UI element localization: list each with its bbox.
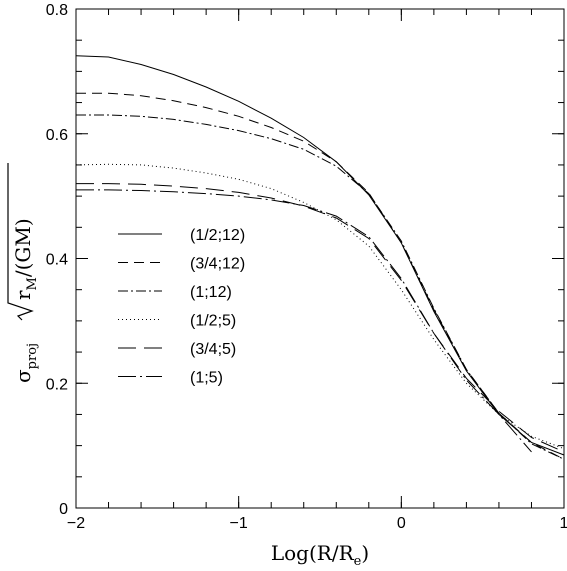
legend-label: (3/4;5) bbox=[190, 341, 236, 358]
sqrt-sign bbox=[7, 163, 34, 321]
x-tick-label: 0 bbox=[397, 515, 406, 532]
axis-ticks: −2 −1 0 1 0 0.2 0.4 0.6 0.8 bbox=[46, 2, 567, 532]
x-axis-label: Log(R/Re) bbox=[271, 541, 369, 569]
series-lines bbox=[75, 55, 565, 460]
series-line-6 bbox=[76, 189, 532, 453]
series-line-1 bbox=[75, 55, 565, 456]
y-tick-label: 0.2 bbox=[46, 376, 68, 393]
y-tick-label: 0 bbox=[59, 501, 68, 518]
x-tick-label: −1 bbox=[230, 515, 248, 532]
legend-label: (1/2;5) bbox=[190, 313, 236, 330]
series-line-5 bbox=[76, 183, 565, 453]
y-axis-sigma: σproj bbox=[11, 343, 40, 383]
legend-label: (1/2;12) bbox=[190, 227, 245, 244]
y-axis-label: σproj rM/(GM) bbox=[7, 163, 40, 383]
y-tick-label: 0.6 bbox=[46, 127, 68, 144]
y-tick-label: 0.8 bbox=[46, 2, 68, 19]
y-tick-label: 0.4 bbox=[46, 252, 68, 269]
legend: (1/2;12) (3/4;12) (1;12) (1/2;5) (3/4;5) (1;5… bbox=[118, 227, 245, 387]
x-tick-label: 1 bbox=[560, 515, 567, 532]
legend-label: (1;5) bbox=[190, 370, 223, 387]
series-line-3 bbox=[76, 114, 565, 460]
y-axis-sqrt-content: rM/(GM) bbox=[11, 218, 40, 300]
plot-frame bbox=[75, 8, 565, 509]
x-tick-label: −2 bbox=[67, 515, 85, 532]
legend-label: (1;12) bbox=[190, 284, 232, 301]
series-line-2 bbox=[76, 92, 565, 460]
legend-label: (3/4;12) bbox=[190, 256, 245, 273]
